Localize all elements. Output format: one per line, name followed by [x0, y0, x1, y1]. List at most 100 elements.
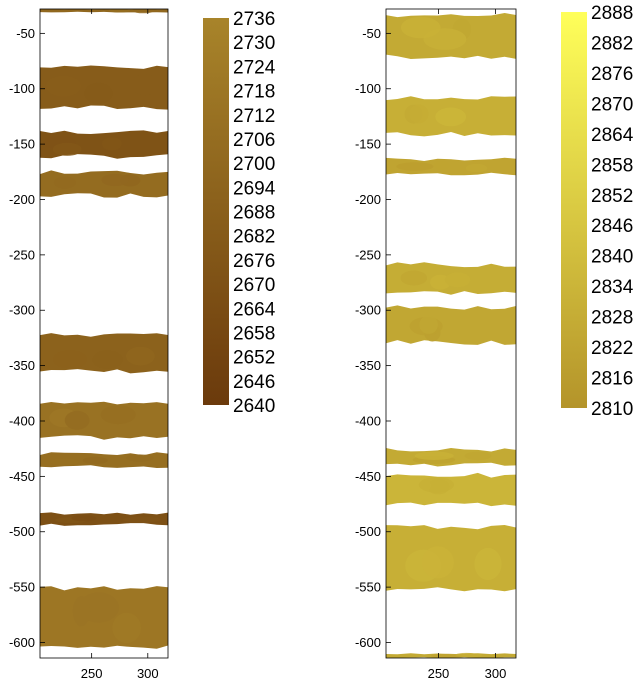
colorbar-tick-label: 2646 — [233, 372, 275, 393]
y-tick-label: -250 — [9, 247, 35, 262]
colorbar-tick-label: 2888 — [591, 3, 633, 24]
y-tick-label: -550 — [355, 580, 381, 595]
plot-frame — [385, 8, 517, 659]
colorbar-tick-label: 2658 — [233, 323, 275, 344]
colorbar-tick-label: 2700 — [233, 154, 275, 175]
band-5 — [386, 305, 516, 345]
band-7-texture — [418, 477, 454, 493]
band-2-texture — [46, 75, 81, 97]
band-5-texture — [52, 350, 88, 369]
band-3-texture — [102, 137, 122, 151]
y-tick-label: -50 — [16, 26, 35, 41]
y-tick-label: -150 — [355, 137, 381, 152]
band-8-texture — [421, 546, 454, 579]
colorbar-tick-label: 2724 — [233, 57, 276, 78]
colorbar-tick-label: 2640 — [233, 396, 275, 417]
band-1-texture — [400, 16, 441, 39]
colorbar-tick-label: 2822 — [591, 338, 633, 359]
band-2-texture — [435, 107, 467, 127]
y-tick-label: -500 — [355, 524, 381, 539]
y-tick-label: -600 — [9, 635, 35, 650]
colorbar-tick-label: 2864 — [591, 125, 634, 146]
band-7-texture — [50, 458, 79, 466]
colorbar-tick-label: 2810 — [591, 399, 633, 420]
band-6-texture — [100, 405, 136, 425]
right-colorbar: 2888 2882 2876 2870 2864 2858 2852 2846 2840 2834… — [561, 3, 634, 420]
band-9-texture — [455, 652, 478, 657]
band-4-texture — [444, 272, 471, 288]
colorbar-tick-label: 2664 — [233, 299, 276, 320]
band-4-texture — [53, 176, 77, 189]
left-colorbar: 2736 2730 2724 2718 2712 2706 2700 2694 2688 2682… — [203, 9, 276, 417]
band-7 — [386, 472, 516, 507]
left-heatmap-panel: -50 -100 -150 -200 -250 -300 -350 -400 -450 -500 -… — [9, 8, 169, 681]
colorbar-tick-label: 2858 — [591, 155, 633, 176]
colorbar-tick-label: 2828 — [591, 308, 633, 329]
y-tick-label: -600 — [355, 635, 381, 650]
colorbar-tick-label: 2882 — [591, 33, 633, 54]
y-tick-label: -300 — [355, 303, 381, 318]
x-tick-label: 300 — [485, 666, 507, 681]
y-tick-label: -400 — [355, 413, 381, 428]
y-tick-label: -400 — [9, 413, 35, 428]
y-tick-label: -100 — [9, 81, 35, 96]
band-7-texture — [82, 456, 108, 464]
band-5-texture — [125, 346, 155, 366]
colorbar-tick-label: 2718 — [233, 82, 275, 103]
y-tick-label: -200 — [355, 192, 381, 207]
band-7-texture — [126, 454, 154, 462]
plot-frame — [39, 8, 169, 659]
y-tick-label: -100 — [355, 81, 381, 96]
y-tick-label: -550 — [9, 580, 35, 595]
band-6-texture — [464, 451, 492, 461]
colorbar-tick-label: 2870 — [591, 94, 633, 115]
colorbar-tick-label: 2834 — [591, 277, 634, 298]
colorbar-tick-label: 2676 — [233, 251, 275, 272]
band-1-texture — [130, 9, 159, 13]
band-3-texture — [465, 163, 488, 173]
y-tick-label: -150 — [9, 137, 35, 152]
y-tick-label: -350 — [9, 358, 35, 373]
y-tick-label: -300 — [9, 303, 35, 318]
band-8-texture — [71, 515, 97, 522]
colorbar-tick-label: 2712 — [233, 106, 275, 127]
band-3-texture — [52, 142, 82, 156]
colorbar-tick-label: 2706 — [233, 130, 275, 151]
y-tick-label: -50 — [362, 26, 381, 41]
band-6-texture — [64, 410, 90, 430]
band-9-texture — [72, 596, 91, 627]
band-8-texture — [474, 547, 502, 581]
band-2-texture — [84, 82, 113, 104]
contour-bands — [40, 9, 168, 649]
band-1-texture — [109, 9, 130, 13]
colorbar-tick-label: 2730 — [233, 33, 275, 54]
band-3-texture — [433, 161, 450, 170]
y-tick-label: -350 — [355, 358, 381, 373]
colorbar-gradient — [203, 18, 229, 405]
band-6-texture — [414, 451, 454, 460]
band-2-texture — [130, 74, 159, 96]
colorbar-gradient — [561, 12, 587, 408]
y-tick-label: -250 — [355, 247, 381, 262]
colorbar-tick-label: 2736 — [233, 9, 275, 30]
right-heatmap-panel: -50 -100 -150 -200 -250 -300 -350 -400 -450 -500 -… — [355, 8, 517, 681]
colorbar-tick-label: 2852 — [591, 186, 633, 207]
colorbar-tick-label: 2694 — [233, 178, 276, 199]
x-tick-label: 250 — [81, 666, 103, 681]
y-tick-label: -450 — [355, 469, 381, 484]
x-tick-label: 300 — [137, 666, 159, 681]
colorbar-tick-label: 2670 — [233, 275, 275, 296]
colorbar-tick-label: 2876 — [591, 64, 633, 85]
colorbar-tick-label: 2682 — [233, 227, 275, 248]
band-5-texture — [92, 350, 123, 369]
y-tick-label: -450 — [9, 469, 35, 484]
band-5-texture — [419, 315, 438, 334]
contour-bands — [386, 13, 516, 658]
colorbar-tick-label: 2688 — [233, 203, 275, 224]
x-tick-label: 250 — [428, 666, 450, 681]
y-tick-label: -500 — [9, 524, 35, 539]
band-9-texture — [112, 612, 141, 644]
colorbar-tick-label: 2816 — [591, 369, 633, 390]
y-tick-label: -200 — [9, 192, 35, 207]
